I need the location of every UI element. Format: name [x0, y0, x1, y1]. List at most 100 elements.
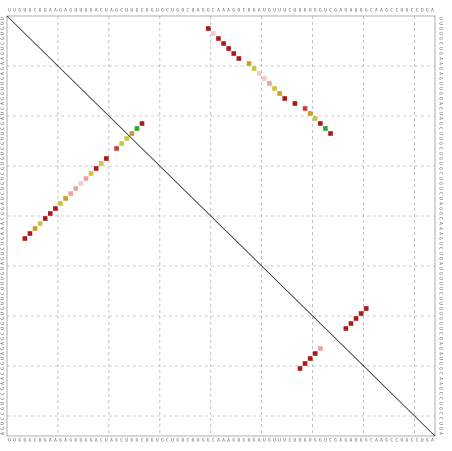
- lower-stem-1-dot: [312, 351, 318, 356]
- upper-stem-2-dot: [251, 66, 257, 71]
- sequence-letter: G: [438, 92, 444, 95]
- upper-stem-1-dot: [124, 136, 130, 141]
- sequence-letter: U: [438, 297, 444, 300]
- lower-stem-2-dot: [363, 306, 369, 311]
- sequence-letter: G: [334, 8, 337, 14]
- sequence-letter: A: [222, 8, 225, 14]
- sequence-letter: A: [64, 438, 67, 444]
- sequence-letter: G: [85, 438, 88, 444]
- sequence-letter: U: [0, 162, 6, 165]
- upper-stem-1-dot: [22, 236, 28, 241]
- sequence-letter: U: [438, 152, 444, 155]
- sequence-letter: A: [438, 432, 444, 435]
- sequence-letter: C: [438, 42, 444, 45]
- sequence-letter: G: [136, 8, 139, 14]
- sequence-letter: C: [416, 8, 419, 14]
- sequence-letter: G: [365, 438, 368, 444]
- sequence-letter: G: [232, 8, 235, 14]
- sequence-letter: U: [0, 32, 6, 35]
- upper-stem-1-dot: [37, 221, 43, 226]
- sequence-letter: U: [13, 438, 16, 444]
- sequence-letter: G: [0, 272, 6, 275]
- sequence-letter: A: [0, 222, 6, 225]
- sequence-letter: U: [278, 438, 281, 444]
- sequence-letter: U: [0, 47, 6, 50]
- sequence-letter: A: [0, 202, 6, 205]
- sequence-letter: U: [438, 422, 444, 425]
- sequence-letter: G: [438, 52, 444, 55]
- sequence-letter: A: [95, 8, 98, 14]
- upper-stem-2-dot: [302, 106, 308, 111]
- sequence-letter: G: [0, 237, 6, 240]
- sequence-letter: U: [438, 47, 444, 50]
- sequence-letter: U: [125, 8, 128, 14]
- sequence-letter: G: [0, 92, 6, 95]
- sequence-letter: A: [0, 342, 6, 345]
- upper-stem-1-dot: [27, 231, 33, 236]
- sequence-letter: G: [438, 212, 444, 215]
- sequence-letter: U: [438, 187, 444, 190]
- sequence-letter: U: [0, 277, 6, 280]
- sequence-letter: G: [161, 8, 164, 14]
- sequence-letter: G: [0, 77, 6, 80]
- sequence-letter: G: [0, 347, 6, 350]
- sequence-letter: C: [288, 438, 291, 444]
- sequence-letter: C: [0, 147, 6, 150]
- sequence-letter: U: [8, 8, 11, 14]
- upper-stem-1-dot: [83, 176, 89, 181]
- sequence-letter: G: [385, 438, 388, 444]
- sequence-letter: U: [401, 438, 404, 444]
- sequence-letter: G: [0, 257, 6, 260]
- sequence-letter: G: [136, 438, 139, 444]
- sequence-letter: G: [0, 207, 6, 210]
- sequence-letter: G: [438, 347, 444, 350]
- sequence-letter: G: [438, 237, 444, 240]
- sequence-letter: U: [401, 8, 404, 14]
- sequence-letter: A: [350, 438, 353, 444]
- sequence-letter: A: [380, 438, 383, 444]
- sequence-letter: U: [438, 357, 444, 360]
- lower-stem-1-dot: [318, 346, 323, 351]
- sequence-letter: U: [105, 438, 108, 444]
- sequence-letter: U: [438, 287, 444, 290]
- sequence-letter: G: [438, 157, 444, 160]
- sequence-letter: U: [0, 287, 6, 290]
- upper-stem-2-dot: [328, 131, 333, 136]
- sequence-letter: C: [0, 412, 6, 415]
- sequence-letter: U: [146, 438, 149, 444]
- sequence-letter: U: [131, 438, 134, 444]
- lower-stem-2-dot: [348, 321, 354, 326]
- sequence-letter: G: [0, 67, 6, 70]
- sequence-letter: C: [141, 8, 144, 14]
- upper-stem-1-dot: [98, 161, 104, 166]
- upper-stem-2-dot: [216, 36, 221, 41]
- sequence-letter: U: [294, 438, 297, 444]
- sequence-letter: U: [146, 8, 149, 14]
- sequence-letter: A: [227, 438, 230, 444]
- sequence-letter: C: [243, 438, 246, 444]
- sequence-letter: G: [426, 438, 429, 444]
- sequence-letter: G: [18, 438, 21, 444]
- sequence-letter: U: [324, 438, 327, 444]
- sequence-letter: C: [0, 332, 6, 335]
- sequence-letter: U: [80, 8, 83, 14]
- sequence-letter: G: [304, 438, 307, 444]
- sequence-letter: U: [192, 438, 195, 444]
- sequence-letter: U: [438, 17, 444, 20]
- sequence-right: UUGUGCUGAAGAGUUGGACUAGCUUGCUGUGCUGUCUAGG…: [438, 17, 444, 435]
- upper-stem-1-dot: [48, 211, 53, 216]
- sequence-letter: C: [438, 292, 444, 295]
- sequence-letter: A: [438, 72, 444, 75]
- sequence-letter: U: [0, 152, 6, 155]
- sequence-letter: C: [34, 438, 37, 444]
- upper-stem-2-dot: [246, 61, 252, 66]
- sequence-letter: A: [227, 8, 230, 14]
- upper-stem-2-dot: [262, 76, 267, 81]
- sequence-letter: A: [0, 102, 6, 105]
- sequence-letter: A: [110, 438, 113, 444]
- sequence-letter: G: [360, 8, 363, 14]
- sequence-letter: A: [0, 377, 6, 380]
- sequence-letter: A: [350, 8, 353, 14]
